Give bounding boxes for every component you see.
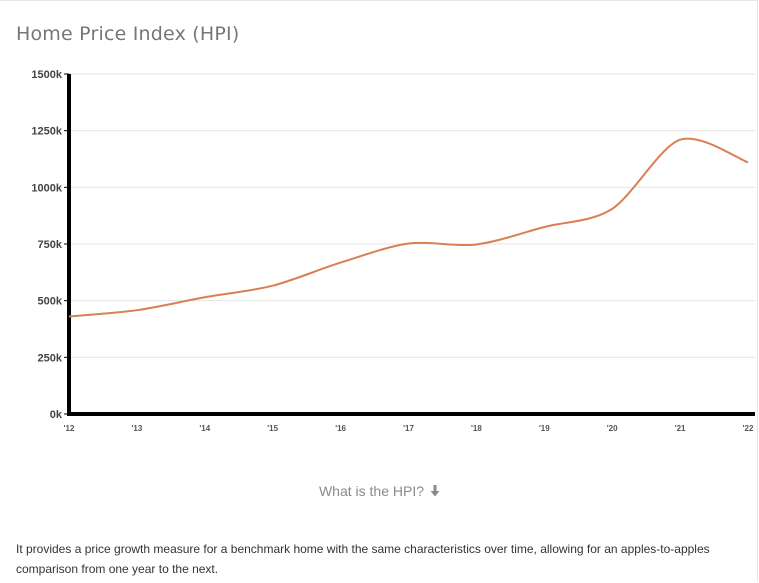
what-is-hpi-toggle[interactable]: What is the HPI?: [0, 483, 759, 499]
x-tick-label: '16: [335, 424, 346, 433]
grid-lines: [69, 73, 755, 358]
y-tick-label: 0k: [50, 409, 63, 421]
hpi-series-line: [68, 137, 749, 318]
x-tick-label: '14: [199, 424, 210, 433]
arrow-down-icon: [430, 485, 440, 497]
what-is-hpi-label: What is the HPI?: [318, 483, 425, 499]
axes: [67, 74, 755, 416]
x-tick-label: '19: [539, 424, 550, 433]
x-tick-label: '13: [131, 424, 142, 433]
series-layer: [68, 137, 749, 318]
x-axis-ticks: '12 '13 '14 '15 '16 '17 '18 '19 '20 '21 '22: [64, 424, 754, 433]
x-tick-label: '20: [607, 424, 618, 433]
x-tick-label: '12: [64, 424, 75, 433]
y-tick-label: 750k: [38, 239, 63, 251]
hpi-description: It provides a price growth measure for a…: [16, 542, 710, 576]
y-tick-label: 500k: [38, 296, 63, 308]
y-tick-label: 250k: [38, 352, 63, 364]
y-axis-ticks: 0k 250k 500k 750k 1000k 1250k 1500k: [31, 69, 69, 421]
x-tick-label: '18: [471, 424, 482, 433]
y-tick-label: 1500k: [31, 69, 62, 81]
chart-title: Home Price Index (HPI): [16, 23, 240, 45]
x-tick-label: '21: [675, 424, 686, 433]
y-tick-label: 1250k: [31, 126, 62, 138]
x-tick-label: '15: [267, 424, 278, 433]
x-tick-label: '22: [743, 424, 754, 433]
y-tick-label: 1000k: [31, 182, 62, 194]
x-tick-label: '17: [403, 424, 414, 433]
